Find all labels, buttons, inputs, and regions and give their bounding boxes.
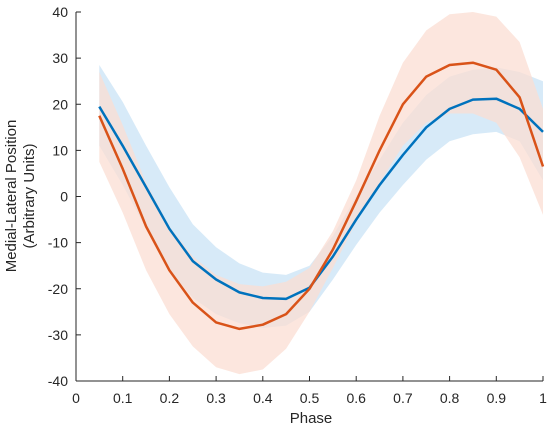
- x-tick-label: 0.1: [113, 390, 133, 406]
- x-tick-label: 0: [72, 390, 80, 406]
- x-tick-label: 0.5: [300, 390, 320, 406]
- x-tick-label: 0.8: [440, 390, 460, 406]
- y-tick-label: 30: [52, 50, 68, 66]
- y-axis-label-line-1: Medial-Lateral Position: [3, 120, 20, 273]
- y-tick-label: 40: [52, 4, 68, 20]
- series-1-band: [99, 65, 544, 328]
- x-axis-ticks: 0 0.1 0.2 0.3 0.4 0.5 0.6 0.7 0.8 0.9 1: [72, 376, 547, 406]
- x-tick-label: 0.6: [346, 390, 366, 406]
- y-tick-label: 10: [52, 142, 68, 158]
- x-tick-label: 0.9: [487, 390, 507, 406]
- series-1-line: [98, 97, 544, 301]
- series-2-band: [99, 12, 544, 375]
- y-tick-label: -40: [48, 373, 68, 389]
- x-tick-label: 0.3: [206, 390, 226, 406]
- x-tick-label: 0.4: [253, 390, 273, 406]
- y-tick-label: -20: [48, 281, 68, 297]
- y-axis-ticks: -40 -30 -20 -10 0 10 20 30 40: [48, 4, 81, 389]
- x-tick-label: 0.2: [160, 390, 180, 406]
- x-tick-label: 1: [539, 390, 547, 406]
- y-tick-label: 20: [52, 96, 68, 112]
- y-axis-label-line-2: (Arbitrary Units): [21, 143, 38, 248]
- y-tick-label: -30: [48, 327, 68, 343]
- series-2-line: [98, 61, 545, 331]
- y-tick-label: 0: [60, 189, 68, 205]
- y-tick-label: -10: [48, 235, 68, 251]
- x-tick-label: 0.7: [393, 390, 413, 406]
- x-axis-label: Phase: [290, 410, 333, 427]
- confidence-bands: [99, 12, 544, 375]
- series-lines: [98, 61, 545, 331]
